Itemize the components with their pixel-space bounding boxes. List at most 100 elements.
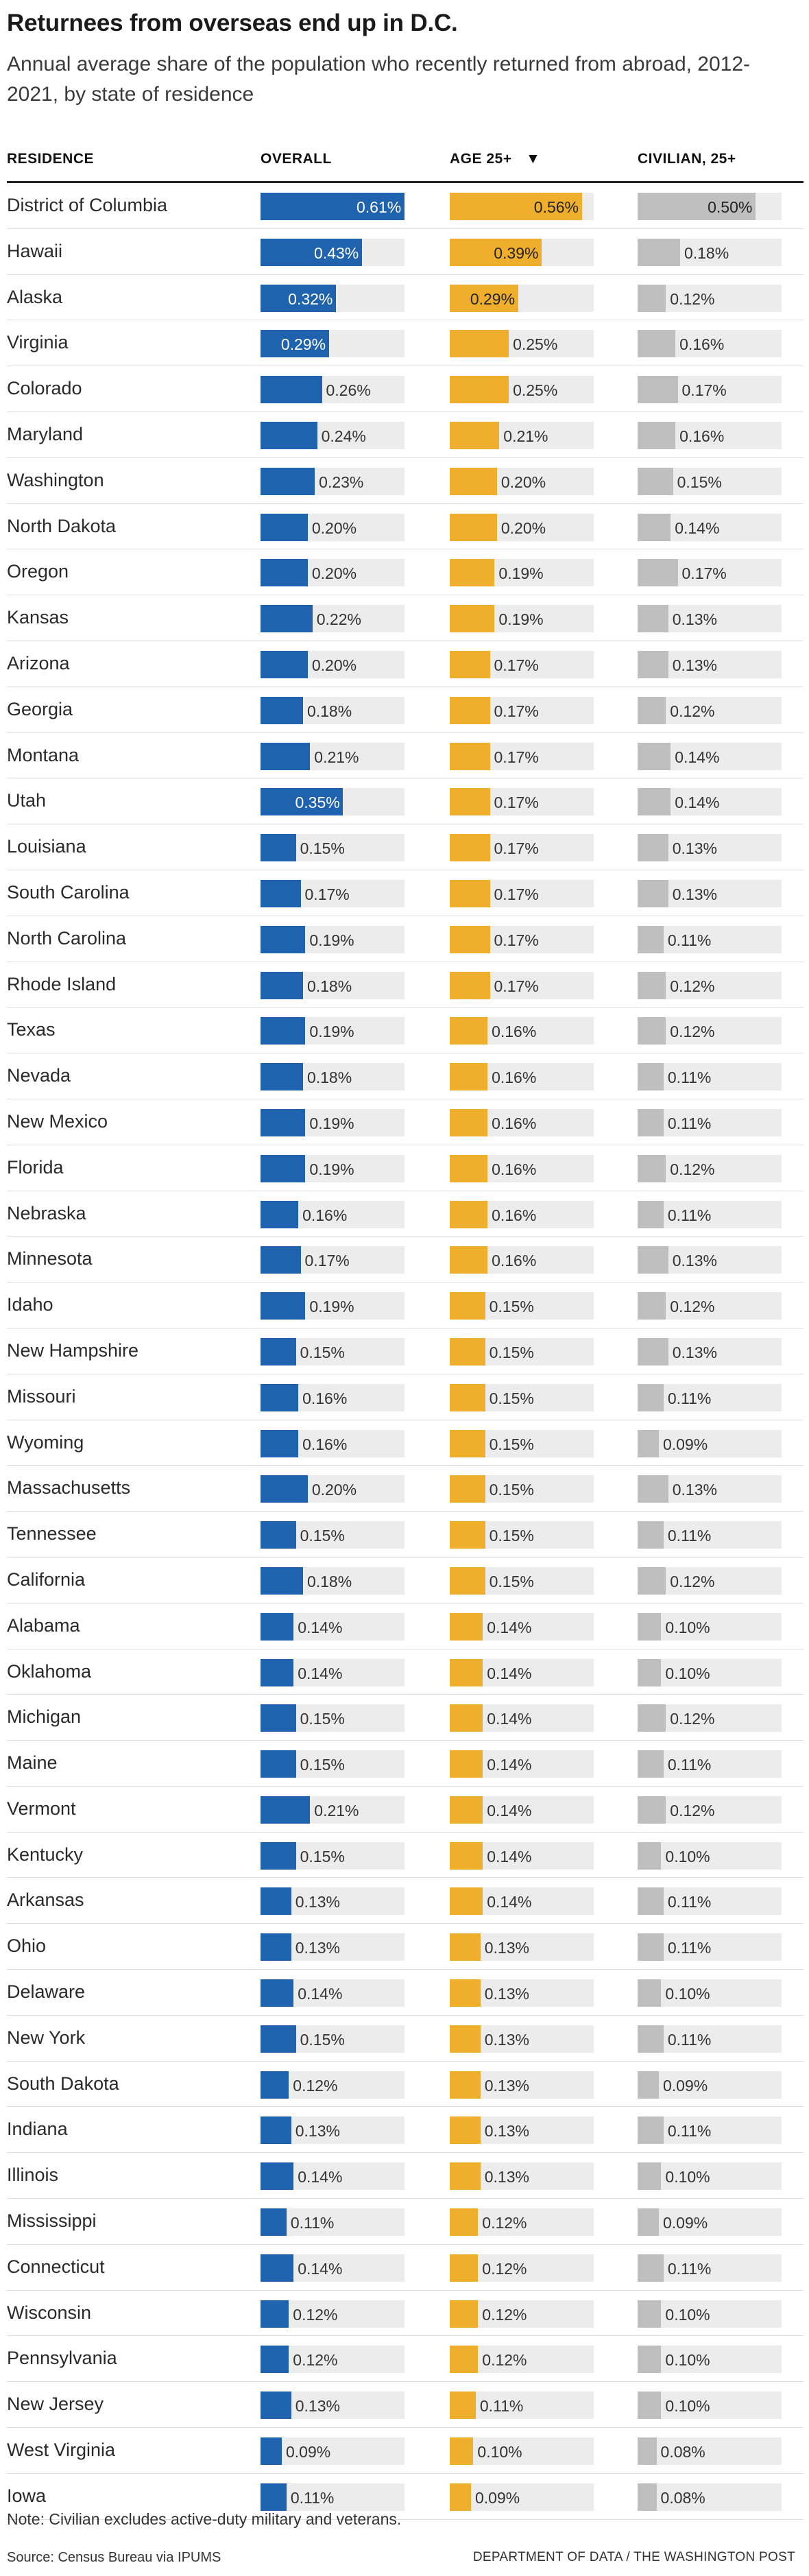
column-header-civilian25[interactable]: CIVILIAN, 25+ [638,151,736,167]
age25-value-label: 0.13% [484,2168,529,2186]
age25-value-label: 0.19% [498,610,544,629]
state-name: Nevada [7,1065,71,1086]
overall-value-label: 0.15% [300,839,345,858]
overall-value-label: 0.17% [304,1252,350,1270]
civilian-value-label: 0.10% [665,1847,710,1865]
age25-bar [450,1521,485,1549]
civilian-value-label: 0.11% [667,2259,712,2278]
overall-bar [261,1154,306,1182]
overall-value-label: 0.13% [295,2122,340,2140]
state-name: Indiana [7,2119,68,2140]
overall-value-label: 0.14% [298,2259,343,2278]
civilian-bar-track: 0.14% [638,513,782,541]
civilian-bar [638,2208,659,2237]
civilian-value-label: 0.12% [670,1298,715,1316]
source-line: Source: Census Bureau via IPUMS [7,2550,221,2565]
age25-bar [450,1475,485,1503]
civilian-bar-track: 0.12% [638,1704,782,1732]
civilian-bar [638,1887,664,1916]
age25-bar [450,2483,471,2511]
overall-value-label: 0.61% [357,198,402,216]
civilian-bar-track: 0.14% [638,788,782,816]
age25-value-label: 0.15% [489,1527,534,1545]
civilian-bar [638,971,666,999]
age25-bar [450,1750,483,1778]
civilian-bar [638,513,671,541]
table-header: RESIDENCE OVERALL AGE 25+ ▼ CIVILIAN, 25… [7,137,804,183]
overall-bar-track: 0.61% [261,193,404,220]
table-row: North Dakota 0.20% 0.20% 0.14% [7,504,804,550]
civilian-value-label: 0.11% [667,1206,712,1224]
table-row: West Virginia 0.09% 0.10% 0.08% [7,2428,804,2474]
table-row: Wyoming 0.16% 0.15% 0.09% [7,1420,804,1466]
age25-value-label: 0.11% [479,2397,524,2416]
overall-value-label: 0.19% [309,931,354,949]
civilian-bar [638,788,671,816]
civilian-value-label: 0.09% [662,2076,708,2095]
civilian-bar [638,284,666,312]
age25-value-label: 0.17% [494,748,539,766]
column-header-age25[interactable]: AGE 25+ [450,151,512,167]
age25-bar [450,1063,488,1091]
column-header-overall[interactable]: OVERALL [261,151,332,167]
age25-bar-track: 0.17% [450,834,594,862]
age25-bar-track: 0.14% [450,1750,594,1778]
table-row: Arkansas 0.13% 0.14% 0.11% [7,1878,804,1924]
state-name: Nebraska [7,1202,86,1224]
overall-bar-track: 0.19% [261,1108,404,1136]
table-row: California 0.18% 0.15% 0.12% [7,1558,804,1603]
civilian-bar [638,559,678,587]
age25-bar [450,2025,481,2053]
age25-value-label: 0.17% [494,931,539,949]
civilian-bar [638,376,678,404]
table-row: Connecticut 0.14% 0.12% 0.11% [7,2245,804,2291]
overall-value-label: 0.13% [295,1893,340,1911]
age25-value-label: 0.12% [482,2351,527,2370]
civilian-bar-track: 0.10% [638,2300,782,2328]
civilian-bar-track: 0.13% [638,1337,782,1365]
table-row: South Carolina 0.17% 0.17% 0.13% [7,870,804,916]
civilian-value-label: 0.13% [672,885,717,903]
state-name: Connecticut [7,2256,105,2277]
table-row: Nevada 0.18% 0.16% 0.11% [7,1053,804,1099]
civilian-bar-track: 0.13% [638,605,782,633]
age25-bar [450,1200,488,1228]
state-name: Illinois [7,2164,59,2186]
age25-value-label: 0.15% [489,1572,534,1590]
overall-bar-track: 0.18% [261,971,404,999]
table-row: Hawaii 0.43% 0.39% 0.18% [7,229,804,275]
table-row: Arizona 0.20% 0.17% 0.13% [7,641,804,687]
overall-value-label: 0.13% [295,1939,340,1957]
age25-value-label: 0.16% [492,1252,537,1270]
civilian-bar-track: 0.13% [638,879,782,907]
overall-bar [261,650,308,678]
age25-bar-track: 0.12% [450,2346,594,2374]
age25-value-label: 0.17% [494,885,539,903]
civilian-bar-track: 0.50% [638,193,782,220]
age25-value-label: 0.14% [487,1847,532,1865]
overall-bar-track: 0.13% [261,1887,404,1916]
age25-value-label: 0.10% [477,2443,522,2461]
overall-bar-track: 0.26% [261,376,404,404]
table-row: New York 0.15% 0.13% 0.11% [7,2016,804,2062]
civilian-value-label: 0.17% [681,564,727,583]
civilian-bar-track: 0.10% [638,2162,782,2191]
age25-bar [450,1246,488,1274]
civilian-bar [638,1292,666,1320]
overall-value-label: 0.15% [300,1710,345,1728]
overall-bar [261,879,301,907]
age25-bar-track: 0.17% [450,788,594,816]
age25-bar [450,788,490,816]
civilian-value-label: 0.12% [670,289,715,308]
table-row: Minnesota 0.17% 0.16% 0.13% [7,1237,804,1283]
overall-value-label: 0.12% [293,2076,338,2095]
age25-bar [450,605,495,633]
footnote: Note: Civilian excludes active-duty mili… [7,2510,402,2528]
column-header-residence[interactable]: RESIDENCE [7,151,95,167]
state-name: South Dakota [7,2073,119,2094]
overall-bar-track: 0.19% [261,1154,404,1182]
overall-bar-track: 0.15% [261,1841,404,1870]
age25-bar-track: 0.13% [450,2025,594,2053]
overall-value-label: 0.35% [295,794,340,812]
sort-down-icon[interactable]: ▼ [526,151,541,167]
